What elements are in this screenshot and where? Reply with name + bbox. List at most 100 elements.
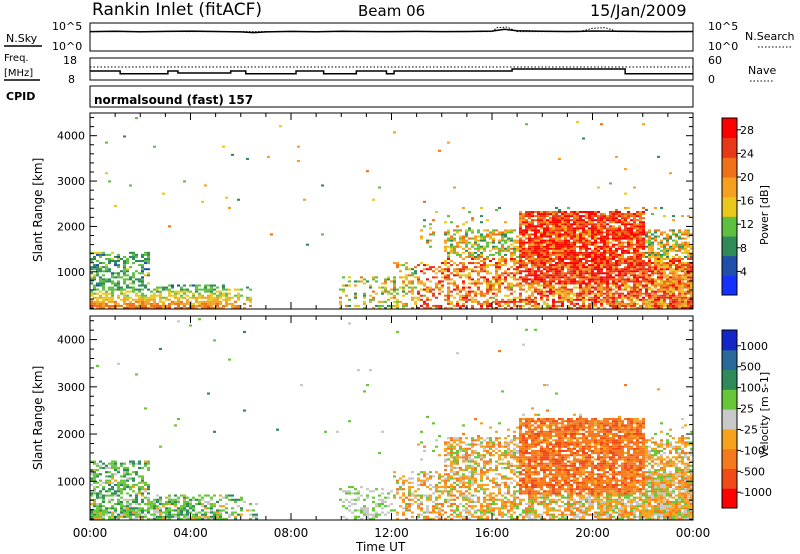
heatmap-cell [576,251,579,254]
heatmap-cell [534,266,537,269]
heatmap-cell [420,229,423,232]
heatmap-cell [456,471,459,474]
heatmap-cell [345,284,348,287]
heatmap-cell [141,272,144,275]
heatmap-cell [459,270,462,273]
heatmap-cell [444,245,447,248]
heatmap-cell [597,245,600,248]
heatmap-cell [231,507,234,510]
heatmap-cell [576,296,579,299]
heatmap-cell [483,276,486,279]
heatmap-cell [198,498,201,501]
heatmap-cell [537,219,540,222]
heatmap-cell [153,498,156,501]
heatmap-cell [408,507,411,510]
heatmap-cell [495,298,498,301]
heatmap-cell [591,286,594,289]
heatmap-cell [96,270,99,273]
heatmap-cell [423,515,426,518]
heatmap-cell [372,306,375,309]
heatmap-cell [96,364,99,367]
heatmap-cell [513,268,516,271]
heatmap-cell [135,473,138,476]
heatmap-cell [636,296,639,299]
heatmap-cell [612,300,615,303]
heatmap-cell [615,211,618,214]
heatmap-cell [120,270,123,273]
heatmap-cell [381,286,384,289]
heatmap-cell [510,257,513,260]
heatmap-cell [627,266,630,269]
heatmap-cell [594,231,597,234]
heatmap-cell [435,282,438,285]
heatmap-cell [348,490,351,493]
heatmap-cell [669,292,672,295]
heatmap-cell [633,262,636,265]
heatmap-cell [648,286,651,289]
heatmap-cell [609,237,612,240]
heatmap-cell [606,280,609,283]
heatmap-cell [606,223,609,226]
heatmap-cell [159,515,162,518]
heatmap-cell [447,253,450,256]
heatmap-cell [471,481,474,484]
heatmap-cell [459,241,462,244]
heatmap-cell [597,260,600,263]
heatmap-cell [114,204,117,207]
heatmap-cell [465,298,468,301]
heatmap-cell [591,296,594,299]
heatmap-cell [129,296,132,299]
heatmap-cell [153,302,156,305]
heatmap-cell [438,486,441,489]
heatmap-cell [627,227,630,230]
heatmap-cell [519,215,522,218]
heatmap-cell [540,215,543,218]
heatmap-cell [612,215,615,218]
heatmap-cell [489,462,492,465]
heatmap-cell [600,235,603,238]
heatmap-cell [186,288,189,291]
heatmap-cell [423,268,426,271]
heatmap-cell [678,284,681,287]
heatmap-cell [438,149,441,152]
heatmap-cell [612,249,615,252]
heatmap-cell [534,274,537,277]
heatmap-cell [114,462,117,465]
heatmap-cell [498,231,501,234]
heatmap-cell [201,517,204,520]
heatmap-cell [588,286,591,289]
heatmap-cell [453,445,456,448]
heatmap-cell [537,241,540,244]
heatmap-cell [486,257,489,260]
heatmap-cell [144,503,147,506]
heatmap-cell [630,239,633,242]
heatmap-cell [618,300,621,303]
heatmap-cell [582,302,585,305]
heatmap-cell [225,494,228,497]
heatmap-cell [540,290,543,293]
heatmap-cell [636,255,639,258]
heatmap-cell [105,292,108,295]
heatmap-cell [666,302,669,305]
heatmap-cell [609,294,612,297]
heatmap-cell [96,266,99,269]
heatmap-cell [513,278,516,281]
heatmap-cell [336,430,339,433]
heatmap-cell [117,498,120,501]
heatmap-cell [102,278,105,281]
heatmap-cell [465,447,468,450]
heatmap-cell [627,294,630,297]
heatmap-cell [558,278,561,281]
heatmap-cell [393,262,396,265]
heatmap-cell [408,268,411,271]
heatmap-cell [540,249,543,252]
heatmap-cell [126,505,129,508]
heatmap-cell [489,498,492,501]
heatmap-cell [645,282,648,285]
heatmap-cell [426,415,429,418]
heatmap-cell [645,288,648,291]
heatmap-cell [162,302,165,305]
heatmap-cell [549,282,552,285]
heatmap-cell [390,490,393,493]
heatmap-cell [513,241,516,244]
